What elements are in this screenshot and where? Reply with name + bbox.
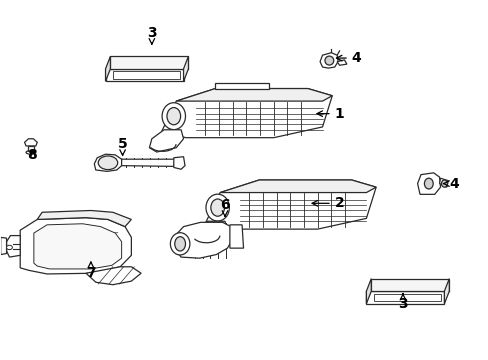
Polygon shape bbox=[183, 56, 188, 81]
Text: 2: 2 bbox=[311, 196, 344, 210]
Polygon shape bbox=[220, 180, 375, 193]
Polygon shape bbox=[149, 130, 183, 152]
Polygon shape bbox=[366, 291, 444, 304]
Text: 3: 3 bbox=[397, 294, 407, 311]
Polygon shape bbox=[105, 56, 110, 81]
Polygon shape bbox=[173, 157, 184, 169]
Polygon shape bbox=[215, 83, 268, 89]
Polygon shape bbox=[86, 267, 141, 285]
Polygon shape bbox=[24, 139, 37, 146]
Ellipse shape bbox=[205, 194, 229, 221]
Ellipse shape bbox=[162, 103, 185, 130]
Polygon shape bbox=[94, 154, 122, 171]
Polygon shape bbox=[366, 279, 370, 304]
Text: 5: 5 bbox=[118, 137, 127, 155]
Ellipse shape bbox=[210, 199, 224, 216]
Text: 6: 6 bbox=[220, 198, 229, 216]
Ellipse shape bbox=[170, 233, 189, 255]
Polygon shape bbox=[122, 159, 175, 166]
Polygon shape bbox=[105, 69, 183, 81]
Ellipse shape bbox=[98, 156, 118, 170]
Polygon shape bbox=[439, 178, 447, 187]
Polygon shape bbox=[320, 53, 337, 68]
Polygon shape bbox=[229, 225, 243, 248]
Ellipse shape bbox=[424, 178, 432, 189]
Polygon shape bbox=[205, 180, 375, 229]
Ellipse shape bbox=[325, 56, 333, 65]
Text: 8: 8 bbox=[27, 148, 37, 162]
Ellipse shape bbox=[6, 245, 12, 249]
Polygon shape bbox=[37, 211, 131, 226]
Polygon shape bbox=[193, 221, 227, 243]
Polygon shape bbox=[161, 89, 331, 138]
Text: 4: 4 bbox=[443, 177, 458, 190]
Text: 1: 1 bbox=[316, 107, 344, 121]
Polygon shape bbox=[20, 218, 131, 274]
Polygon shape bbox=[336, 60, 346, 65]
Polygon shape bbox=[444, 279, 448, 304]
Polygon shape bbox=[370, 279, 448, 291]
Polygon shape bbox=[28, 146, 34, 151]
Text: 7: 7 bbox=[86, 262, 96, 280]
Polygon shape bbox=[34, 224, 122, 269]
Text: 3: 3 bbox=[147, 26, 156, 44]
Polygon shape bbox=[110, 56, 188, 69]
Polygon shape bbox=[0, 237, 6, 255]
Polygon shape bbox=[173, 222, 233, 258]
Polygon shape bbox=[417, 173, 440, 194]
Ellipse shape bbox=[26, 150, 36, 154]
Text: 4: 4 bbox=[336, 51, 361, 65]
Ellipse shape bbox=[166, 108, 180, 125]
Polygon shape bbox=[6, 235, 20, 257]
Ellipse shape bbox=[441, 180, 447, 187]
Ellipse shape bbox=[174, 237, 185, 251]
Polygon shape bbox=[176, 89, 331, 101]
